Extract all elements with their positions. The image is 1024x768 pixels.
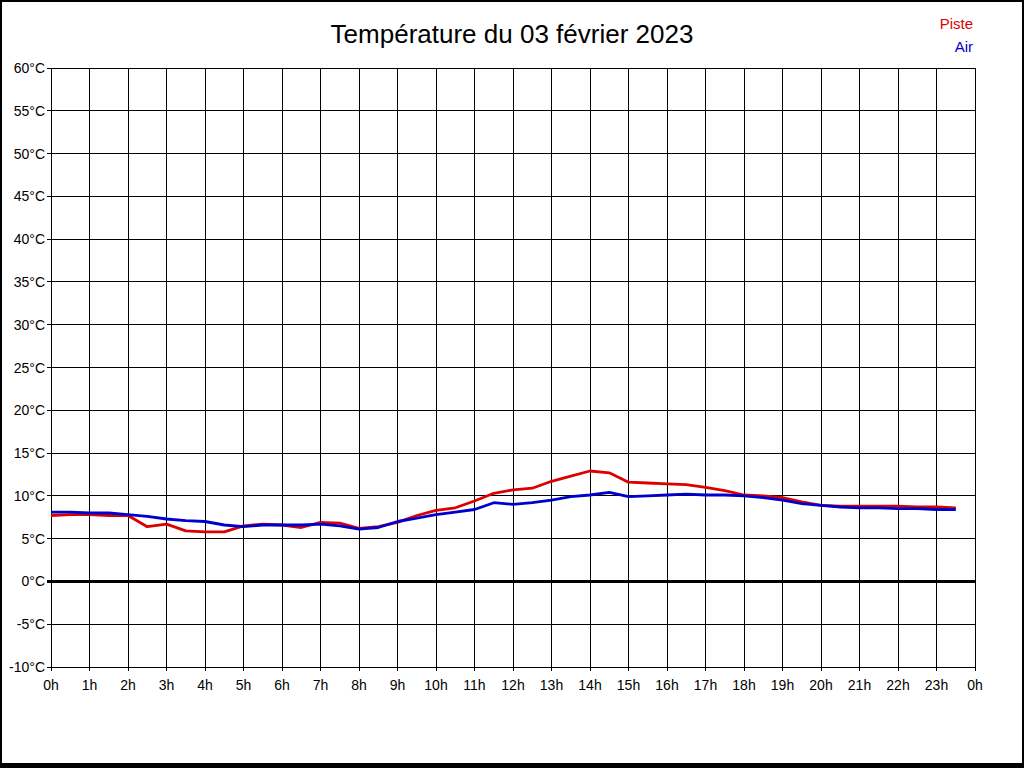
x-axis-tick-label: 18h — [732, 677, 755, 693]
temperature-plot: -10°C -5°C 0°C 5°C 10°C 15°C 20°C 25°C 30°C 35°C 4… — [2, 2, 1024, 768]
x-axis-tick-label: 0h — [967, 677, 983, 693]
x-axis-tick-label: 9h — [390, 677, 406, 693]
x-axis-tick-label: 0h — [43, 677, 59, 693]
series-line-air — [51, 492, 956, 529]
x-axis-tick-label: 14h — [578, 677, 601, 693]
y-axis-tick-label: -5°C — [17, 616, 45, 632]
y-axis-tick-label: -10°C — [9, 659, 45, 675]
y-axis-tick-label: 55°C — [14, 103, 45, 119]
x-axis-tick-label: 20h — [809, 677, 832, 693]
x-axis-tick-label: 11h — [463, 677, 485, 693]
x-axis-tick-label: 7h — [313, 677, 329, 693]
x-axis-tick-label: 5h — [236, 677, 252, 693]
x-axis-tick-label: 3h — [159, 677, 175, 693]
x-axis-tick-label: 4h — [197, 677, 213, 693]
x-axis-tick-label: 10h — [424, 677, 447, 693]
x-axis-tick-label: 6h — [274, 677, 290, 693]
x-axis-tick-label: 2h — [120, 677, 136, 693]
y-axis-tick-label: 15°C — [14, 445, 45, 461]
x-axis-tick-label: 17h — [694, 677, 717, 693]
y-axis-tick-label: 60°C — [14, 60, 45, 76]
y-axis-tick-label: 45°C — [14, 188, 45, 204]
x-axis-tick-label: 16h — [655, 677, 678, 693]
y-axis-tick-label: 0°C — [22, 573, 46, 589]
y-axis-tick-label: 25°C — [14, 360, 45, 376]
x-axis-tick-label: 12h — [501, 677, 524, 693]
series-line-piste — [51, 471, 956, 532]
chart-window: Température du 03 février 2023 Piste Air… — [0, 0, 1024, 768]
x-axis-tick-label: 23h — [925, 677, 948, 693]
x-axis-tick-label: 15h — [617, 677, 640, 693]
y-axis-tick-label: 20°C — [14, 402, 45, 418]
y-axis-tick-label: 35°C — [14, 274, 45, 290]
x-axis-tick-label: 1h — [82, 677, 98, 693]
x-axis-tick-label: 21h — [848, 677, 871, 693]
y-axis-tick-label: 30°C — [14, 317, 45, 333]
x-axis-tick-label: 22h — [886, 677, 909, 693]
x-axis-tick-label: 19h — [771, 677, 794, 693]
y-axis-tick-label: 50°C — [14, 146, 45, 162]
x-axis-tick-label: 13h — [540, 677, 563, 693]
y-axis-tick-label: 10°C — [14, 488, 45, 504]
y-axis-tick-label: 5°C — [22, 531, 46, 547]
x-axis-tick-label: 8h — [351, 677, 367, 693]
y-axis-tick-label: 40°C — [14, 231, 45, 247]
